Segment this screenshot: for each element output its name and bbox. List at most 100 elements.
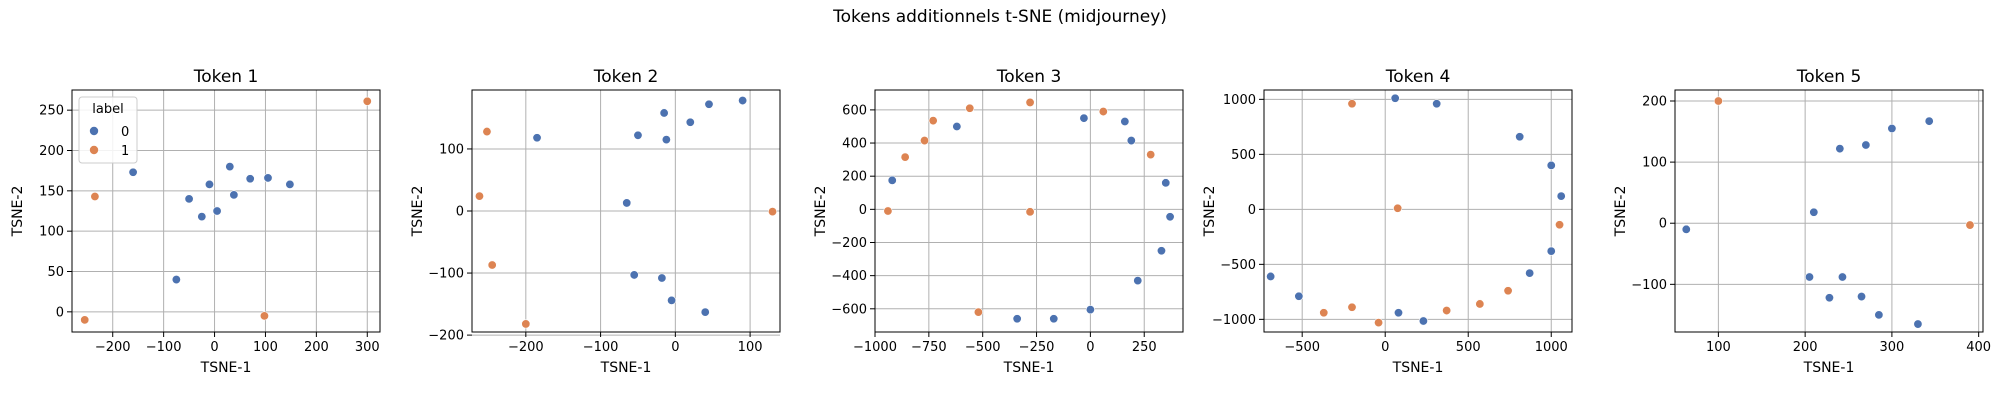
data-point-label-1 <box>973 307 983 317</box>
x-tick-label: −100 <box>583 340 619 355</box>
data-point-label-0 <box>229 190 239 200</box>
x-tick-label: −1000 <box>853 340 897 355</box>
x-tick-label: −200 <box>95 340 131 355</box>
x-tick-label: 500 <box>1456 340 1481 355</box>
y-tick-label: 200 <box>842 170 867 185</box>
data-point-label-0 <box>1393 308 1403 318</box>
data-point-label-0 <box>629 270 639 280</box>
y-tick-label: 600 <box>842 103 867 118</box>
data-point-label-0 <box>184 194 194 204</box>
data-point-label-1 <box>965 103 975 113</box>
data-point-label-0 <box>1085 305 1095 315</box>
data-point-label-1 <box>1374 318 1384 328</box>
data-point-label-1 <box>1146 150 1156 160</box>
data-point-label-1 <box>1319 308 1329 318</box>
x-axis-label: TSNE-1 <box>1392 360 1444 376</box>
data-point-label-1 <box>1442 306 1452 316</box>
data-point-label-1 <box>1347 302 1357 312</box>
panel-5: 100 200 300 400 −100 0 100 200 Token 5 TSNE-1 TSNE… <box>1613 67 1991 376</box>
data-point-label-0 <box>1887 124 1897 134</box>
data-point-label-0 <box>1924 116 1934 126</box>
data-point-label-1 <box>90 191 100 201</box>
data-point-label-0 <box>1809 207 1819 217</box>
x-tick-label: 0 <box>1381 340 1389 355</box>
data-point-label-0 <box>1913 319 1923 329</box>
data-point-label-1 <box>883 206 893 216</box>
data-point-label-0 <box>700 307 710 317</box>
data-point-label-0 <box>1824 293 1834 303</box>
y-tick-label: −400 <box>831 269 867 284</box>
data-point-label-0 <box>1837 272 1847 282</box>
data-point-label-0 <box>1804 272 1814 282</box>
x-tick-label: −750 <box>911 340 947 355</box>
data-point-label-0 <box>1390 93 1400 103</box>
y-axis-label: TSNE-2 <box>1613 186 1629 238</box>
data-point-label-0 <box>1079 113 1089 123</box>
data-point-label-0 <box>225 162 235 172</box>
data-point-label-0 <box>661 135 671 145</box>
data-point-label-0 <box>128 167 138 177</box>
x-tick-label: −200 <box>508 340 544 355</box>
y-tick-label: 400 <box>842 137 867 152</box>
data-point-label-0 <box>738 96 748 106</box>
data-point-label-0 <box>1120 116 1130 126</box>
y-tick-label: −1000 <box>1212 313 1256 328</box>
data-point-label-1 <box>1475 299 1485 309</box>
y-tick-label: −200 <box>831 236 867 251</box>
x-tick-label: 200 <box>1793 340 1818 355</box>
x-tick-label: −100 <box>146 340 182 355</box>
data-point-label-0 <box>1266 271 1276 281</box>
y-tick-label: 200 <box>1642 95 1667 110</box>
data-point-label-1 <box>1347 99 1357 109</box>
y-tick-label: 0 <box>1659 217 1667 232</box>
data-point-label-0 <box>1156 246 1166 256</box>
x-axis-label: TSNE-1 <box>1803 360 1855 376</box>
axes-frame <box>1263 89 1573 333</box>
x-axis-label: TSNE-1 <box>200 360 252 376</box>
data-point-label-0 <box>1165 212 1175 222</box>
y-tick-label: 1000 <box>1223 93 1256 108</box>
x-tick-label: 300 <box>355 340 380 355</box>
data-point-label-1 <box>521 319 531 329</box>
data-point-label-0 <box>1861 140 1871 150</box>
panel-title: Token 2 <box>593 67 659 87</box>
x-tick-label: 1000 <box>1535 340 1568 355</box>
x-tick-label: 100 <box>1706 340 1731 355</box>
data-point-label-0 <box>633 130 643 140</box>
legend-entry-0: 0 <box>121 125 129 140</box>
y-axis-label: TSNE-2 <box>1202 186 1218 238</box>
x-tick-label: 0 <box>1086 340 1094 355</box>
axes-frame <box>1674 89 1984 333</box>
data-point-label-1 <box>1503 286 1513 296</box>
data-point-label-0 <box>1546 246 1556 256</box>
data-point-label-0 <box>263 173 273 183</box>
data-point-label-1 <box>1555 220 1565 230</box>
data-point-label-1 <box>1025 207 1035 217</box>
x-tick-label: 0 <box>671 340 679 355</box>
data-point-label-0 <box>1049 314 1059 324</box>
x-axis-label: TSNE-1 <box>600 360 652 376</box>
data-point-label-0 <box>704 99 714 109</box>
x-tick-label: 250 <box>1132 340 1157 355</box>
data-point-label-0 <box>285 179 295 189</box>
legend-title: label <box>92 102 123 117</box>
x-tick-label: 300 <box>1879 340 1904 355</box>
data-point-label-1 <box>362 96 372 106</box>
y-tick-label: −500 <box>1220 258 1256 273</box>
panel-2: −200 −100 0 100 −200 −100 0 100 Token 2 TSNE-1 TSN… <box>410 67 781 376</box>
data-point-label-1 <box>1098 107 1108 117</box>
panel-title: Token 1 <box>193 67 259 87</box>
panel-4: −500 0 500 1000 −1000 −500 0 500 1000 Token 4 TSNE… <box>1202 67 1573 376</box>
data-point-label-0 <box>532 133 542 143</box>
data-point-label-0 <box>622 198 632 208</box>
y-axis-label: TSNE-2 <box>410 186 426 238</box>
y-tick-label: −200 <box>428 329 464 344</box>
data-point-label-0 <box>171 275 181 285</box>
data-point-label-1 <box>482 127 492 137</box>
y-tick-label: 0 <box>56 305 64 320</box>
data-point-label-1 <box>928 116 938 126</box>
data-point-label-1 <box>487 260 497 270</box>
y-axis-label: TSNE-2 <box>813 186 829 238</box>
data-point-label-0 <box>685 117 695 127</box>
x-tick-label: −500 <box>1284 340 1320 355</box>
